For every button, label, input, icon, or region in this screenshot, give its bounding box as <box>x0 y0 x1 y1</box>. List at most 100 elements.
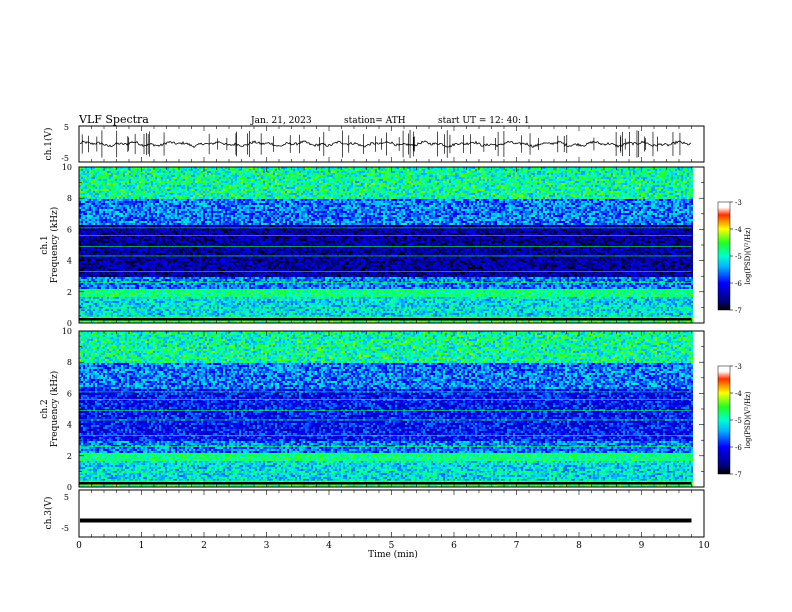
ch1-spec-cell <box>137 193 139 195</box>
ch1-spec-cell <box>139 171 141 173</box>
ch1-spec-cell <box>153 179 155 181</box>
ch1-spec-cell <box>149 283 151 285</box>
ch1-spec-cell <box>87 169 89 171</box>
ch1-spec-cell <box>147 311 149 313</box>
ch1-spec-cell <box>93 223 95 225</box>
ch1-spec-cell <box>89 185 91 187</box>
ch1-spec-cell <box>133 277 135 279</box>
ch1-spec-cell <box>149 243 151 245</box>
ch1-spec-cell <box>141 185 143 187</box>
ch1-spec-cell <box>83 293 85 295</box>
ch1-spec-cell <box>137 181 139 183</box>
ch1-spec-cell <box>157 305 159 307</box>
ch1-spec-cell <box>117 231 119 233</box>
ch1-spec-cell <box>95 263 97 265</box>
ch1-spec-cell <box>107 273 109 275</box>
ch1-spec-cell <box>151 277 153 279</box>
ch1-spec-cell <box>153 253 155 255</box>
ch1-spec-cell <box>91 185 93 187</box>
ch1-spec-cell <box>159 171 161 173</box>
ch1-spec-cell <box>107 177 109 179</box>
ch1-spec-cell <box>131 171 133 173</box>
ch1-spec-cell <box>111 183 113 185</box>
ch1-spec-cell <box>133 209 135 211</box>
ch1-spec-cell <box>123 201 125 203</box>
ch1-spec-cell <box>157 283 159 285</box>
ch1-spec-cell <box>159 229 161 231</box>
ch1-spec-cell <box>99 171 101 173</box>
ch1-spec-cell <box>81 185 83 187</box>
ch1-spec-cell <box>125 263 127 265</box>
ch1-spec-cell <box>115 299 117 301</box>
ch1-spec-cell <box>97 247 99 249</box>
ch1-spec-cell <box>151 251 153 253</box>
ch1-spec-cell <box>117 183 119 185</box>
ch1-spec-cell <box>99 189 101 191</box>
ch1-spec-cell <box>129 171 131 173</box>
ch1-spec-cell <box>135 237 137 239</box>
ch1-spec-cell <box>97 213 99 215</box>
ch1-spec-cell <box>149 223 151 225</box>
ch1-spec-cell <box>141 219 143 221</box>
ch1-spec-cell <box>141 291 143 293</box>
ch1-spec-cell <box>157 175 159 177</box>
ch1-spec-cell <box>133 205 135 207</box>
ch1-spec-cell <box>95 189 97 191</box>
ch1-spec-cell <box>103 273 105 275</box>
ch1-spec-cell <box>105 179 107 181</box>
ch1-spec-cell <box>141 293 143 295</box>
ch1-spec-cell <box>151 279 153 281</box>
ch1-spec-cell <box>109 231 111 233</box>
ch1-spec-cell <box>123 193 125 195</box>
ch1-spec-cell <box>115 199 117 201</box>
ch1-spec-cell <box>105 207 107 209</box>
ch1-spec-cell <box>141 233 143 235</box>
ch1-spec-cell <box>157 231 159 233</box>
ch1-spec-cell <box>93 209 95 211</box>
ch1-spec-cell <box>101 231 103 233</box>
ch1-spec-cell <box>109 185 111 187</box>
ch1-spec-cell <box>133 305 135 307</box>
ch1-spec-cell <box>119 215 121 217</box>
ch1-spec-cell <box>101 277 103 279</box>
ch1-spec-cell <box>141 173 143 175</box>
ch1-spec-cell <box>143 263 145 265</box>
ch1-spec-cell <box>105 217 107 219</box>
ch1-spec-cell <box>91 295 93 297</box>
ch1-spec-cell <box>123 283 125 285</box>
ch1-spec-cell <box>95 291 97 293</box>
ch1-spec-cell <box>155 191 157 193</box>
ch1-spec-cell <box>123 197 125 199</box>
ch1-spec-cell <box>131 313 133 315</box>
ch1-spec-cell <box>123 301 125 303</box>
ch1-spec-cell <box>131 199 133 201</box>
ch1-spec-cell <box>103 187 105 189</box>
ch1-spec-cell <box>109 247 111 249</box>
ch1-spec-cell <box>121 203 123 205</box>
ch1-spec-cell <box>87 181 89 183</box>
ch1-spec-cell <box>157 195 159 197</box>
ch1-spec-cell <box>143 253 145 255</box>
ch1-spec-cell <box>115 221 117 223</box>
ch1-spec-cell <box>103 185 105 187</box>
ch1-spec-cell <box>145 225 147 227</box>
ch1-spec-cell <box>159 241 161 243</box>
ch1-spec-cell <box>129 179 131 181</box>
ch1-spec-cell <box>123 279 125 281</box>
ch1-spec-cell <box>121 175 123 177</box>
ch1-spec-cell <box>109 215 111 217</box>
ch1-spec-cell <box>137 263 139 265</box>
ch1-spec-cell <box>111 301 113 303</box>
ch1-spec-cell <box>109 249 111 251</box>
ch1-spec-cell <box>95 249 97 251</box>
ch1-spec-cell <box>159 203 161 205</box>
ch1-spec-cell <box>105 213 107 215</box>
ch1-spec-cell <box>137 243 139 245</box>
ch1-spec-cell <box>115 175 117 177</box>
ch1-spec-cell <box>147 295 149 297</box>
ch1-spec-cell <box>113 303 115 305</box>
ch1-spec-cell <box>161 217 163 219</box>
ch1-spec-cell <box>111 217 113 219</box>
ch1-spec-cell <box>119 239 121 241</box>
ch1-spec-cell <box>81 313 83 315</box>
